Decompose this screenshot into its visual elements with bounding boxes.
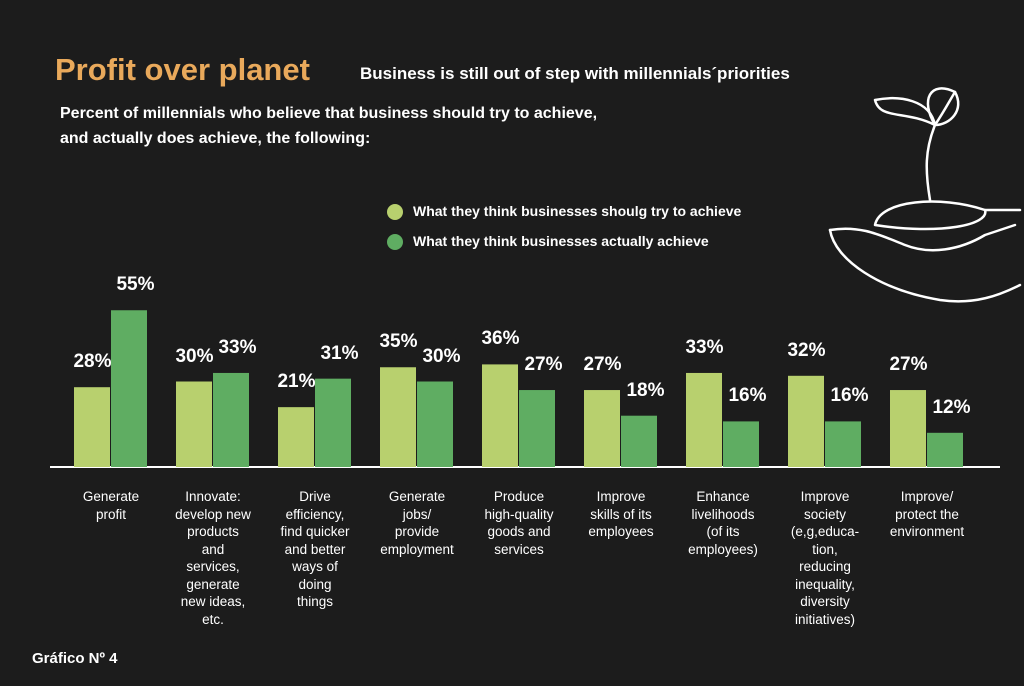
value-label: 16% bbox=[728, 385, 767, 407]
value-label: 27% bbox=[524, 354, 563, 376]
category-label: Produce high-quality goods and services bbox=[484, 489, 554, 557]
value-label: 33% bbox=[218, 336, 257, 358]
value-label: 33% bbox=[685, 336, 724, 358]
title: Profit over planet bbox=[55, 52, 310, 87]
value-label: 32% bbox=[787, 339, 826, 361]
value-label: 18% bbox=[626, 379, 665, 401]
description: Percent of millennials who believe that … bbox=[60, 105, 598, 147]
bar bbox=[111, 310, 147, 467]
category-label: Generate jobs/ provide employment bbox=[380, 489, 454, 557]
bar bbox=[519, 390, 555, 467]
value-label: 35% bbox=[379, 331, 418, 353]
bar bbox=[380, 367, 416, 467]
value-label: 12% bbox=[932, 396, 971, 418]
bar bbox=[686, 372, 722, 467]
value-label: 21% bbox=[277, 371, 316, 393]
value-label: 27% bbox=[583, 354, 622, 376]
plant-icon bbox=[828, 87, 1022, 303]
bar bbox=[278, 407, 314, 467]
value-label: 27% bbox=[889, 354, 928, 376]
footnote: Gráfico Nº 4 bbox=[32, 650, 118, 667]
value-label: 31% bbox=[320, 342, 359, 364]
bar bbox=[74, 387, 110, 467]
bar bbox=[584, 390, 620, 467]
category-label: Improve society (e,g,educa- tion, reduci… bbox=[790, 489, 860, 627]
value-label: 30% bbox=[175, 345, 214, 367]
value-label: 30% bbox=[422, 345, 461, 367]
category-label: Generate profit bbox=[82, 489, 140, 522]
category-label: Drive efficiency, find quicker and bette… bbox=[280, 489, 350, 609]
value-label: 28% bbox=[73, 351, 112, 373]
bar bbox=[890, 390, 926, 467]
value-label: 36% bbox=[481, 328, 520, 350]
legend-label: What they think businesses shoulg try to… bbox=[413, 203, 742, 219]
legend-marker bbox=[387, 234, 403, 250]
subtitle: Business is still out of step with mille… bbox=[360, 64, 790, 83]
category-label: Improve/ protect the environment bbox=[889, 489, 965, 539]
legend-label: What they think businesses actually achi… bbox=[413, 233, 709, 249]
legend-marker bbox=[387, 204, 403, 220]
value-label: 55% bbox=[116, 274, 155, 296]
value-label: 16% bbox=[830, 385, 869, 407]
category-label: Enhance livelihoods (of its employees) bbox=[688, 489, 758, 557]
bar bbox=[723, 421, 759, 467]
category-label: Innovate: develop new products and servi… bbox=[175, 489, 251, 627]
bar bbox=[315, 378, 351, 467]
bar bbox=[788, 375, 824, 467]
category-label: Improve skills of its employees bbox=[588, 489, 654, 539]
bar bbox=[482, 364, 518, 467]
bar bbox=[417, 381, 453, 467]
bar bbox=[213, 372, 249, 467]
bar bbox=[927, 432, 963, 467]
bar bbox=[825, 421, 861, 467]
bar bbox=[176, 381, 212, 467]
bar bbox=[621, 415, 657, 467]
